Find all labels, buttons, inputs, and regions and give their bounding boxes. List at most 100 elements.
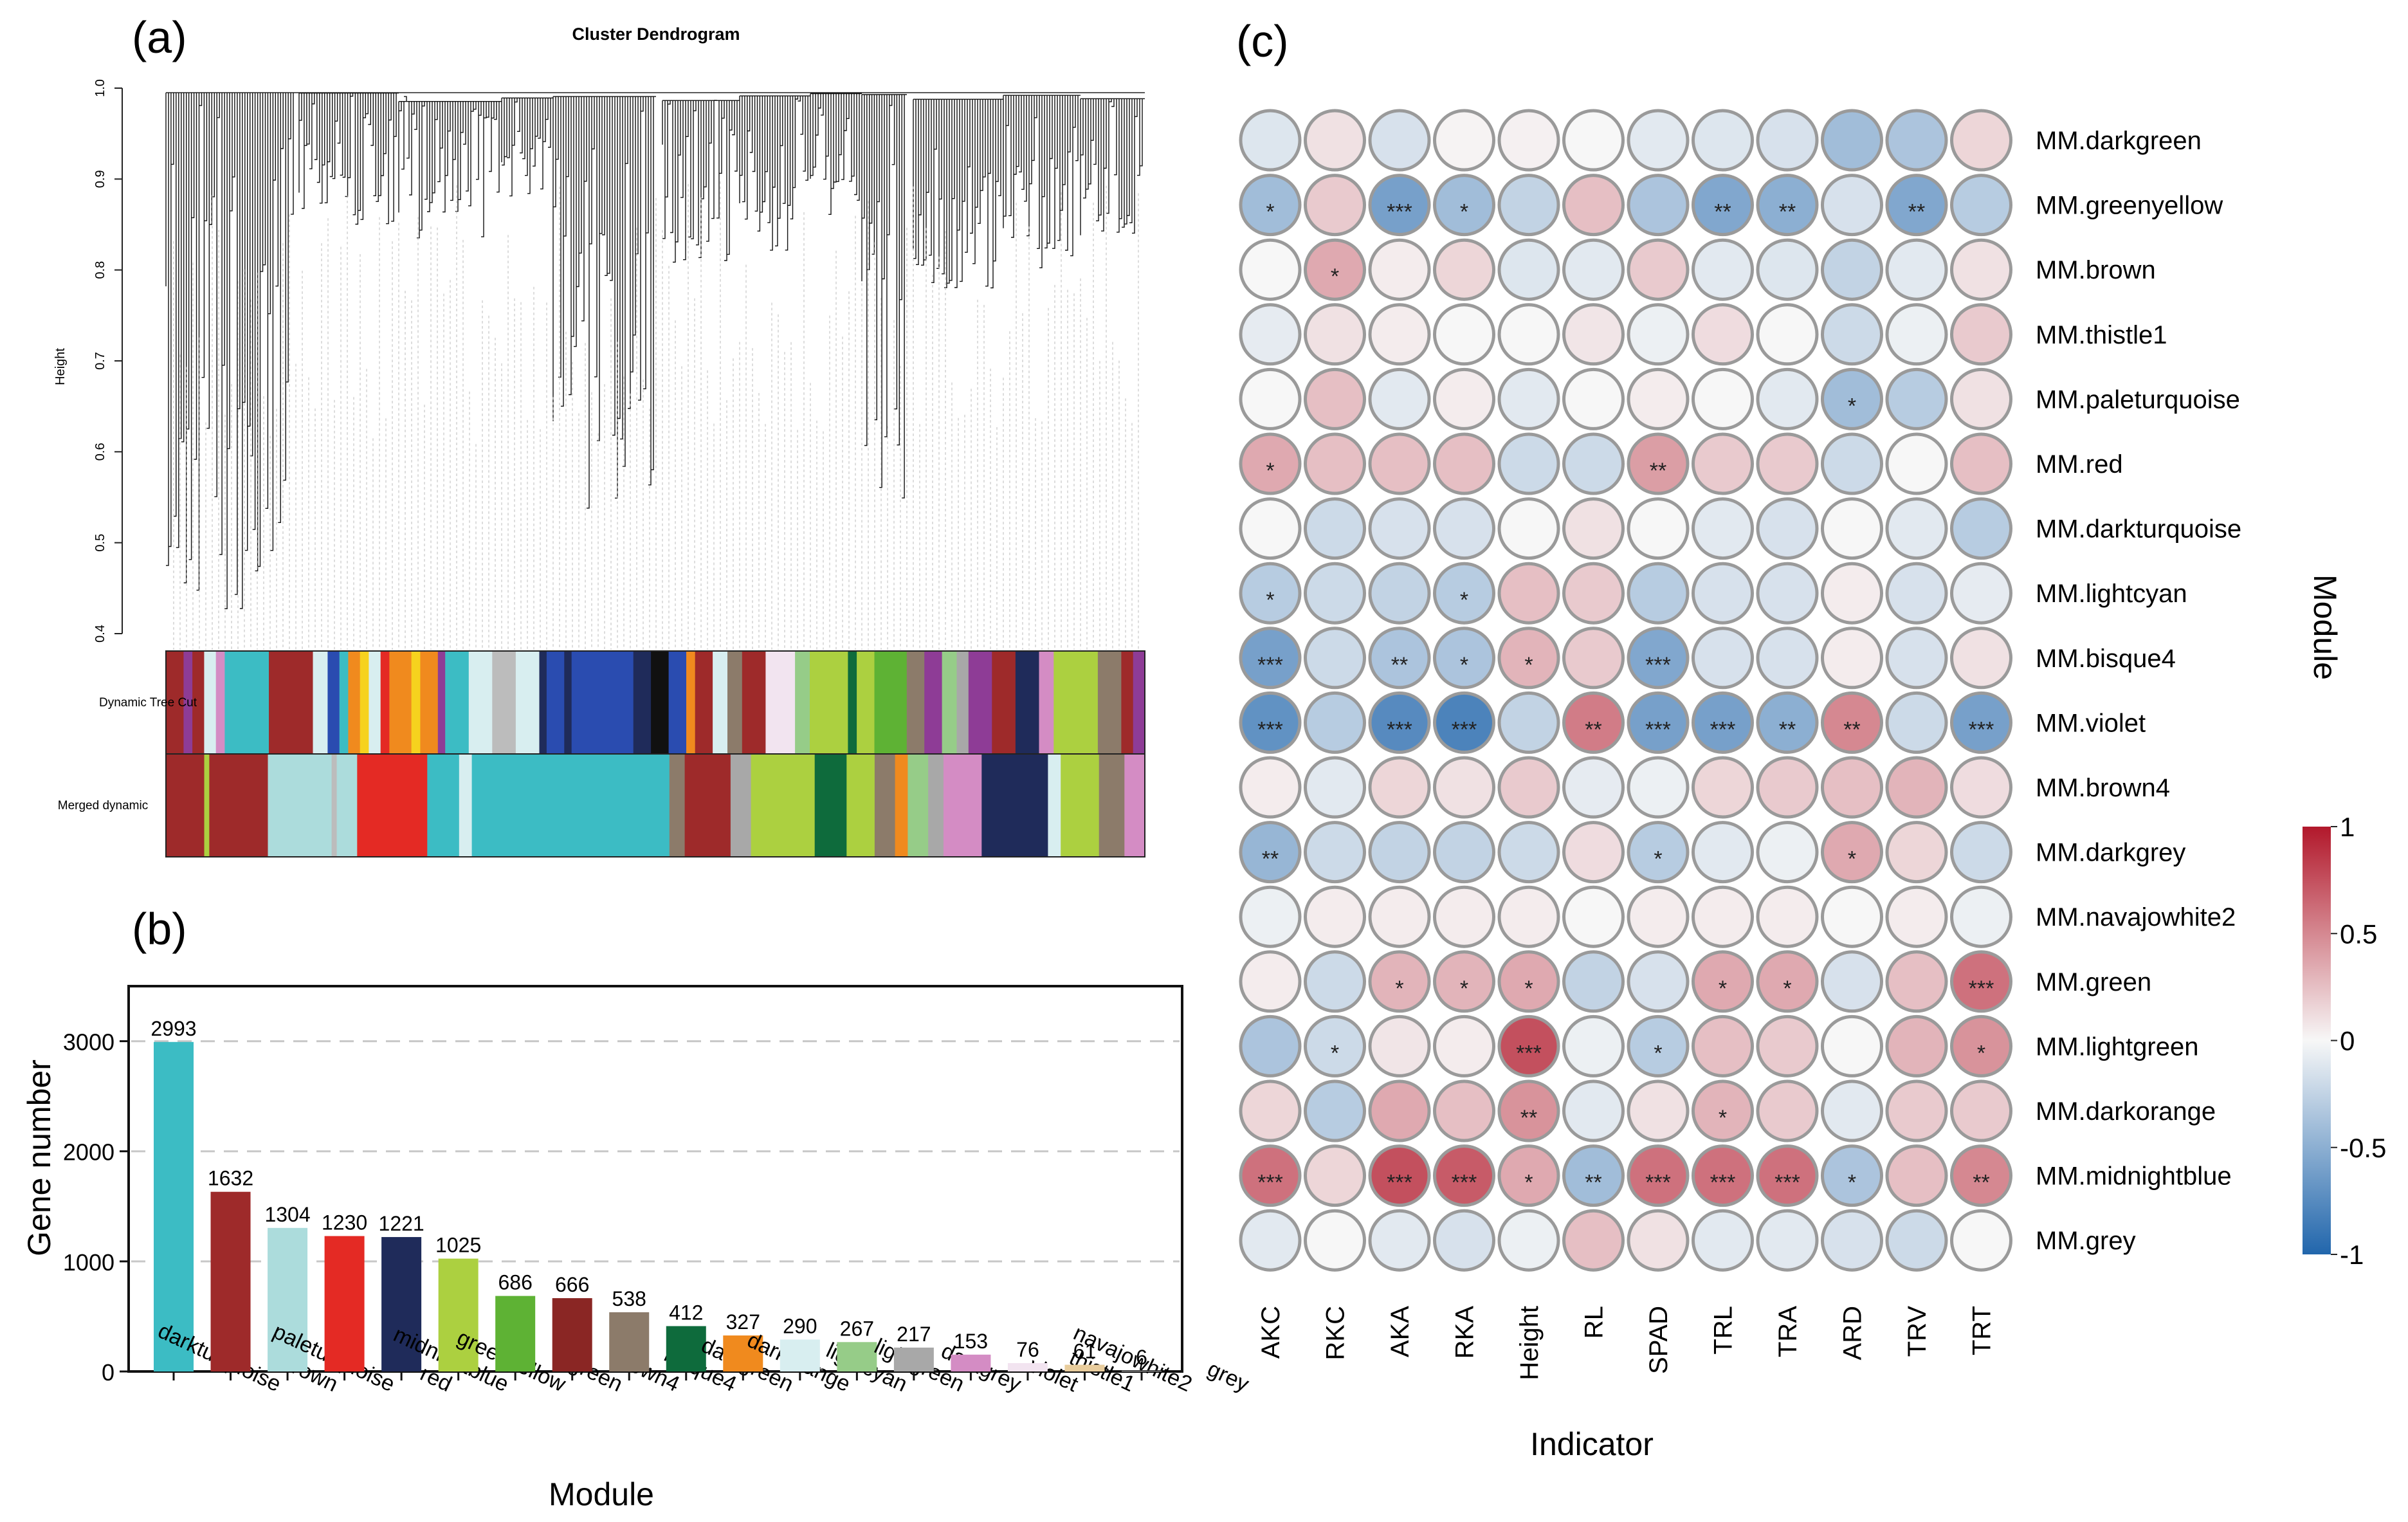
heatmap-cell (1368, 1209, 1431, 1272)
column-label: AKC (1257, 1306, 1285, 1359)
heatmap-cell (1239, 1014, 1302, 1077)
heatmap-cell (1821, 1014, 1883, 1077)
significance-marker: * (1331, 1041, 1339, 1065)
significance-marker: ** (1391, 653, 1408, 677)
heatmap-cell (1885, 432, 1948, 495)
heatmap-cell (1756, 1014, 1819, 1077)
heatmap-cell (1562, 1209, 1625, 1272)
significance-marker: * (1266, 588, 1274, 612)
merged-dynamic-bar (165, 753, 1145, 857)
significance-marker: * (1783, 976, 1791, 1001)
significance-marker: * (1266, 459, 1274, 483)
y-tick-label: 2000 (63, 1139, 114, 1166)
dynamic-block-darkturquoise (224, 651, 269, 754)
bar-value-label: 267 (840, 1317, 874, 1340)
dynamic-block-greenyellow (1054, 651, 1099, 754)
row-label: MM.red (2036, 450, 2123, 479)
heatmap-cell (1627, 756, 1690, 819)
heatmap-cell (1821, 1079, 1883, 1142)
bar-value-label: 538 (612, 1287, 646, 1310)
column-label: ARD (1839, 1306, 1867, 1360)
heatmap-cell (1756, 756, 1819, 819)
heatmap-cell (1497, 821, 1560, 884)
heatmap-cell (1627, 1209, 1690, 1272)
dynamic-block-darkorange (686, 651, 696, 754)
bar-value-label: 1304 (264, 1203, 310, 1226)
heatmap-cell (1692, 562, 1754, 625)
heatmap-cell (1497, 562, 1560, 625)
bar-value-label: 412 (669, 1301, 703, 1324)
bar-value-label: 1230 (322, 1211, 367, 1234)
heatmap-cell (1692, 885, 1754, 948)
heatmap-cell (1368, 432, 1431, 495)
bar-chart-panel: (b) Gene number Module 0 1000 2000 3000 299… (21, 904, 1253, 1512)
heatmap-cell (1368, 885, 1431, 948)
dynamic-block-green (874, 651, 908, 754)
column-label: TRV (1903, 1306, 1931, 1357)
heatmap-cell (1562, 238, 1625, 301)
colorbar: 1 0.5 0 -0.5 -1 (2303, 812, 2386, 1270)
column-label: SPAD (1645, 1306, 1673, 1374)
y-tick-label: 3000 (63, 1029, 114, 1056)
dynamic-block-darkturquoise (445, 651, 470, 754)
dynamic-block-lightgreen (942, 651, 957, 754)
column-label: RL (1580, 1306, 1609, 1339)
dynamic-block-midnightblue (564, 651, 572, 754)
row-label: MM.brown (2036, 256, 2156, 284)
y-tick-label: 0.6 (93, 443, 107, 461)
heatmap-panel: (c) Indicator Module * *** * ** ** ***** *** **… (1236, 16, 2386, 1462)
bar-y-label: Gene number (21, 1059, 57, 1256)
heatmap-cell (1239, 1144, 1302, 1207)
bar-paleturquoise (268, 1227, 308, 1371)
significance-marker: ** (1262, 847, 1279, 872)
significance-marker: ** (1714, 200, 1731, 225)
heatmap-cell (1304, 174, 1366, 237)
row-label: MM.greenyellow (2036, 192, 2223, 220)
heatmap-cell (1433, 238, 1495, 301)
merged-block-brown (684, 754, 731, 857)
heatmap-cell (1497, 238, 1560, 301)
bar-value-label: 1221 (379, 1212, 424, 1235)
heatmap-cell (1950, 1209, 2012, 1272)
significance-marker: *** (1257, 717, 1283, 742)
heatmap-cell (1497, 497, 1560, 560)
bar-midnightblue (381, 1237, 422, 1371)
heatmap-cell (1433, 109, 1495, 172)
column-label: TRT (1968, 1306, 1996, 1355)
heatmap-cell (1950, 756, 2012, 819)
heatmap-cell (1562, 497, 1625, 560)
heatmap-cell (1821, 174, 1883, 237)
heatmap-cell (1497, 109, 1560, 172)
bar-value-label: 6 (1136, 1346, 1147, 1369)
significance-marker: ** (1585, 1171, 1601, 1195)
significance-marker: * (1460, 976, 1468, 1001)
heatmap-cell (1885, 303, 1948, 366)
row-label: MM.violet (2036, 709, 2146, 737)
heatmap-cell (1756, 303, 1819, 366)
heatmap-cell (1304, 1209, 1366, 1272)
dynamic-block-brown (166, 651, 184, 754)
heatmap-cell (1562, 109, 1625, 172)
significance-marker: *** (1387, 1171, 1412, 1195)
heatmap-cell (1497, 432, 1560, 495)
heatmap-cell (1885, 367, 1948, 430)
heatmap-cell (1497, 691, 1560, 754)
heatmap-cell (1562, 1014, 1625, 1077)
significance-marker: *** (1645, 1171, 1671, 1195)
heatmap-cell (1821, 109, 1883, 172)
heatmap-cell (1562, 432, 1625, 495)
heatmap-cell (1562, 950, 1625, 1013)
heatmap-cell (1885, 756, 1948, 819)
dynamic-block-midnightblue (1015, 651, 1039, 754)
dynamic-block-brown (992, 651, 1016, 754)
heatmap-cell (1239, 174, 1302, 237)
heatmap-cell (1368, 1144, 1431, 1207)
dynamic-block-violet (1039, 651, 1054, 754)
heatmap-cell (1950, 1014, 2012, 1077)
heatmap-cell (1239, 303, 1302, 366)
significance-marker: *** (1645, 717, 1671, 742)
dynamic-block-blue (327, 651, 340, 754)
dynamic-block-brown (192, 651, 205, 754)
significance-marker: *** (1710, 717, 1736, 742)
